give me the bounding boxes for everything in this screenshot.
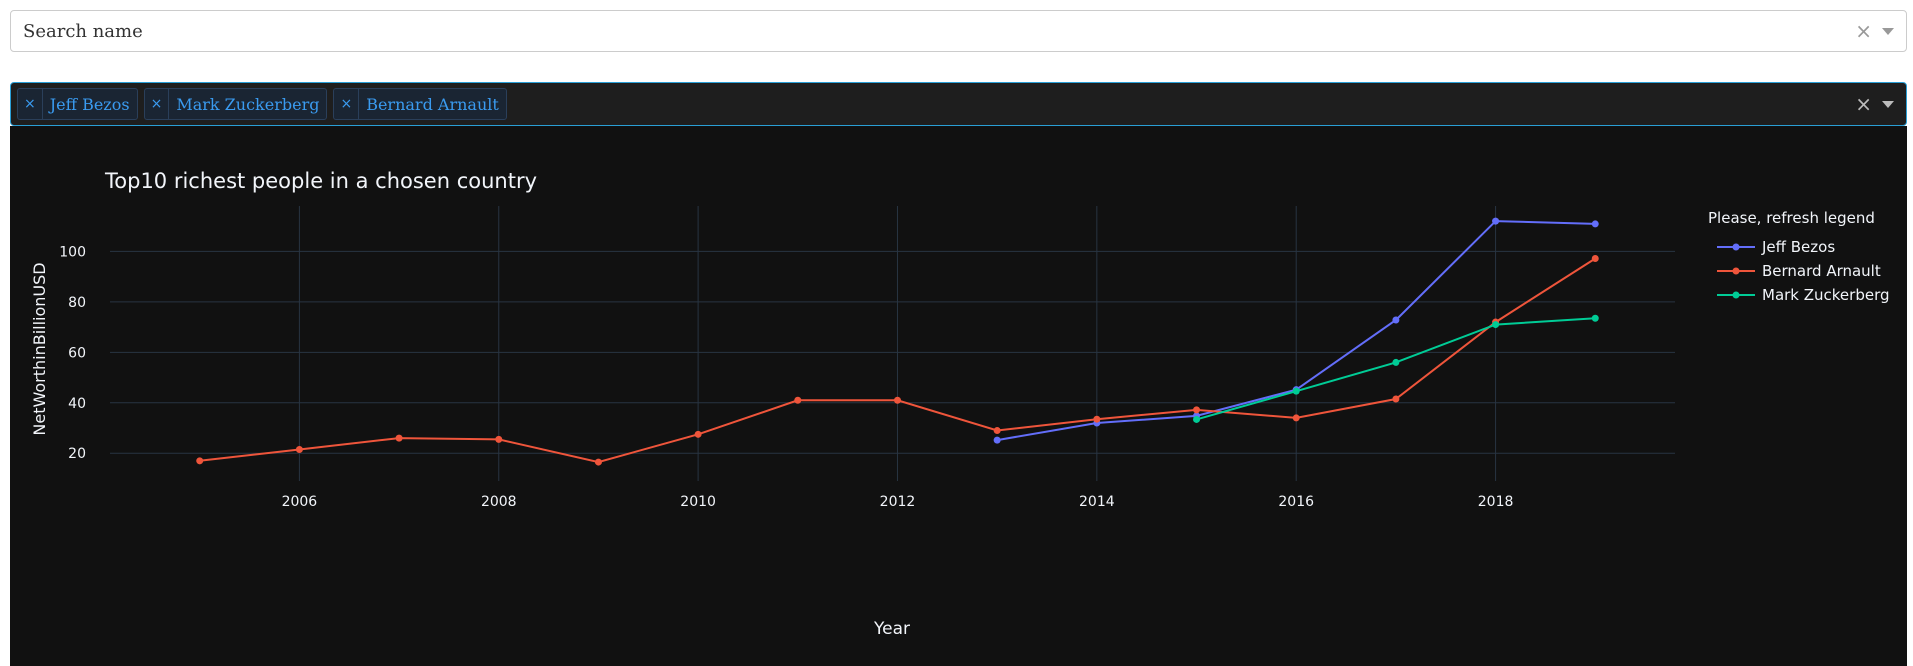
- data-point-bernard-arnault[interactable]: [1093, 415, 1101, 423]
- data-point-bernard-arnault[interactable]: [1591, 254, 1599, 262]
- legend-item-mark-zuckerberg[interactable]: Mark Zuckerberg: [1717, 286, 1890, 304]
- legend-label: Mark Zuckerberg: [1762, 286, 1890, 304]
- legend-marker: [1732, 267, 1740, 275]
- clear-icon[interactable]: ×: [1855, 19, 1872, 43]
- legend-item-jeff-bezos[interactable]: Jeff Bezos: [1717, 238, 1835, 256]
- data-point-jeff-bezos[interactable]: [1392, 316, 1400, 324]
- x-axis-label: Year: [873, 619, 910, 639]
- data-point-mark-zuckerberg[interactable]: [1392, 358, 1400, 366]
- data-point-bernard-arnault[interactable]: [794, 396, 802, 404]
- chart-title: Top10 richest people in a chosen country: [104, 169, 537, 193]
- data-point-mark-zuckerberg[interactable]: [1492, 321, 1500, 329]
- data-point-bernard-arnault[interactable]: [1193, 406, 1201, 414]
- data-point-bernard-arnault[interactable]: [395, 434, 403, 442]
- search-placeholder: Search name: [23, 20, 143, 42]
- x-tick-label: 2012: [880, 494, 916, 510]
- x-tick-label: 2014: [1079, 494, 1115, 510]
- tag-bernard-arnault: × Bernard Arnault: [333, 88, 507, 120]
- data-point-bernard-arnault[interactable]: [196, 457, 204, 465]
- search-name-select[interactable]: Search name ×: [10, 10, 1907, 52]
- x-tick-label: 2006: [282, 494, 318, 510]
- legend-label: Jeff Bezos: [1761, 238, 1835, 256]
- remove-tag-icon[interactable]: ×: [18, 89, 43, 119]
- y-tick-label: 60: [68, 345, 86, 361]
- y-tick-label: 100: [59, 244, 86, 260]
- data-point-bernard-arnault[interactable]: [893, 396, 901, 404]
- data-point-bernard-arnault[interactable]: [1392, 395, 1400, 403]
- x-tick-label: 2010: [680, 494, 716, 510]
- y-axis-label: NetWorthinBillionUSD: [30, 262, 49, 435]
- data-point-mark-zuckerberg[interactable]: [1591, 314, 1599, 322]
- data-point-mark-zuckerberg[interactable]: [1292, 387, 1300, 395]
- data-point-bernard-arnault[interactable]: [594, 458, 602, 466]
- chart-area: Top10 richest people in a chosen country…: [10, 126, 1907, 666]
- chevron-down-icon[interactable]: [1882, 100, 1894, 108]
- y-ticks: 20 40 60 80 100: [59, 244, 86, 462]
- clear-all-icon[interactable]: ×: [1855, 92, 1872, 116]
- legend-label: Bernard Arnault: [1762, 262, 1881, 280]
- tag-label: Bernard Arnault: [366, 94, 499, 114]
- selected-tags: × Jeff Bezos × Mark Zuckerberg × Bernard…: [11, 88, 1855, 120]
- data-point-jeff-bezos[interactable]: [1492, 217, 1500, 225]
- legend-title: Please, refresh legend: [1708, 209, 1875, 227]
- data-point-bernard-arnault[interactable]: [694, 430, 702, 438]
- x-tick-label: 2018: [1478, 494, 1514, 510]
- line-chart: Top10 richest people in a chosen country…: [30, 169, 1890, 639]
- data-point-jeff-bezos[interactable]: [1591, 220, 1599, 228]
- tag-jeff-bezos: × Jeff Bezos: [17, 88, 138, 120]
- y-tick-label: 20: [68, 446, 86, 462]
- tag-mark-zuckerberg: × Mark Zuckerberg: [143, 88, 328, 120]
- y-tick-label: 80: [68, 295, 86, 311]
- data-point-bernard-arnault[interactable]: [1292, 414, 1300, 422]
- remove-tag-icon[interactable]: ×: [334, 89, 360, 119]
- tag-label: Jeff Bezos: [49, 94, 130, 114]
- legend[interactable]: Please, refresh legend Jeff Bezos Bernard…: [1708, 209, 1890, 304]
- data-point-jeff-bezos[interactable]: [993, 436, 1001, 444]
- data-point-mark-zuckerberg[interactable]: [1193, 415, 1201, 423]
- x-tick-label: 2008: [481, 494, 517, 510]
- x-tick-label: 2016: [1278, 494, 1314, 510]
- series: [196, 217, 1599, 466]
- tag-label: Mark Zuckerberg: [176, 94, 320, 114]
- selected-people-select[interactable]: × Jeff Bezos × Mark Zuckerberg × Bernard…: [10, 82, 1907, 126]
- legend-marker: [1732, 291, 1740, 299]
- data-point-bernard-arnault[interactable]: [993, 427, 1001, 435]
- data-point-bernard-arnault[interactable]: [495, 435, 503, 443]
- legend-marker: [1732, 243, 1740, 251]
- grid: [110, 206, 1675, 481]
- chevron-down-icon[interactable]: [1882, 27, 1894, 35]
- remove-tag-icon[interactable]: ×: [145, 89, 170, 119]
- legend-item-bernard-arnault[interactable]: Bernard Arnault: [1717, 262, 1881, 280]
- y-tick-label: 40: [68, 396, 86, 412]
- series-line-mark-zuckerberg: [1196, 317, 1596, 421]
- data-point-bernard-arnault[interactable]: [295, 445, 303, 453]
- x-ticks: 2006 2008 2010 2012 2014 2016 2018: [282, 494, 1514, 510]
